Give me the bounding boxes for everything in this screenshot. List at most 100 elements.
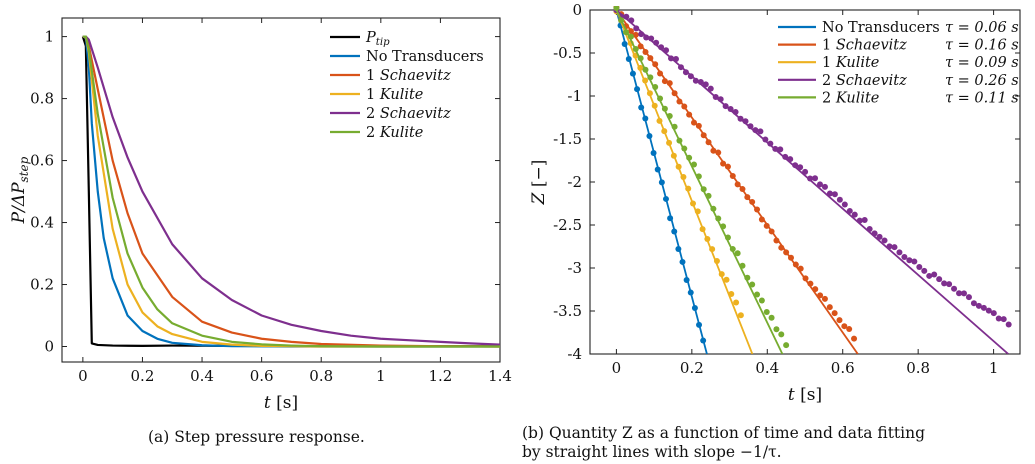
chart-b-data-point [657, 70, 664, 77]
chart-b-xtick-label: 0.2 [680, 359, 704, 377]
chart-b-data-point [836, 196, 843, 203]
chart-b-data-point [700, 132, 707, 139]
chart-b-data-point [709, 246, 716, 253]
chart-b-data-point [653, 39, 660, 46]
chart-b-data-point [739, 186, 746, 193]
chart-b-data-point [846, 326, 853, 333]
chart-b-data-point [691, 304, 698, 311]
chart-b-data-point [666, 139, 673, 146]
chart-b-data-point [757, 128, 764, 135]
chart-b-xtick-label: 0.6 [831, 359, 855, 377]
chart-b-data-point [715, 149, 722, 156]
chart-b-data-point [634, 86, 641, 93]
chart-b-data-point [812, 175, 819, 182]
chart-b-data-point [911, 258, 918, 265]
chart-b-data-point [642, 77, 649, 84]
chart-b-data-point [695, 173, 702, 180]
chart-b-data-point [722, 103, 729, 110]
chart-b-data-point [876, 233, 883, 240]
chart-b-data-point [737, 115, 744, 122]
chart-a-xtick-label: 0.6 [250, 367, 274, 385]
chart-b-data-point [621, 40, 628, 47]
chart-b-data-point [737, 312, 744, 319]
chart-b-data-point [679, 258, 686, 265]
chart-b-data-point [663, 47, 670, 54]
chart-b-data-point [728, 291, 735, 298]
chart-b-data-point [941, 280, 948, 287]
chart-b-data-point [638, 31, 645, 38]
chart-b-data-point [629, 70, 636, 77]
chart-b-data-point [886, 243, 893, 250]
chart-b-data-point [773, 326, 780, 333]
chart-b-data-point [1000, 316, 1007, 323]
chart-b-data-point [739, 262, 746, 269]
chart-a-legend-label: Ptip [365, 30, 390, 48]
chart-b-legend-tau: τ = 0.26 s [945, 73, 1019, 89]
chart-b-xtick-label: 0.8 [906, 359, 930, 377]
chart-a-ytick-label: 0.2 [30, 276, 54, 294]
chart-a-xtick-label: 1.4 [488, 367, 512, 385]
chart-b-ytick-label: -3.5 [553, 302, 582, 320]
chart-a-xtick-label: 0 [78, 367, 88, 385]
chart-b-xlabel: t [s] [788, 385, 822, 405]
chart-a-xlabel: t [s] [264, 393, 298, 413]
chart-b-data-point [871, 230, 878, 237]
chart-b-data-point [807, 175, 814, 182]
chart-b-data-point [773, 237, 780, 244]
chart-b-data-point [802, 275, 809, 282]
chart-a-xtick-label: 0.2 [131, 367, 155, 385]
chart-b-data-point [672, 55, 679, 62]
chart-b-legend-label: 2 Schaevitz [822, 73, 907, 89]
chart-b-data-point [807, 280, 814, 287]
chart-b-data-point [632, 46, 639, 53]
chart-b-data-point [691, 161, 697, 168]
chart-b-data-point [734, 181, 741, 188]
chart-b-data-point [768, 228, 775, 235]
chart-a-ytick-label: 1 [44, 28, 54, 46]
chart-b-data-point [681, 145, 688, 152]
chart-b-data-point [975, 302, 982, 309]
chart-b-data-point [651, 102, 658, 109]
chart-b-data-point [683, 277, 690, 284]
caption-b-line2: by straight lines with slope −1/τ. [522, 443, 782, 461]
chart-b-data-point [699, 226, 706, 233]
chart-b-data-point [648, 35, 655, 42]
chart-b-data-point [710, 147, 717, 154]
chart-b-data-point [783, 249, 790, 256]
chart-b-ytick-label: -2.5 [553, 216, 582, 234]
chart-b-data-point [856, 217, 863, 224]
chart-b-data-point [662, 195, 669, 202]
chart-b-data-point [734, 250, 741, 257]
chart-b-data-point [654, 166, 661, 173]
chart-b-data-point [652, 84, 659, 91]
chart-b-data-point [742, 118, 749, 125]
chart-b-data-point [671, 123, 678, 130]
chart-b-data-point [633, 25, 640, 32]
chart-b-data-point [685, 185, 692, 192]
chart-b-data-point [783, 342, 790, 349]
chart-b-data-point [687, 289, 694, 296]
chart-b-data-point [637, 55, 644, 62]
chart-a-ytick-label: 0.6 [30, 152, 54, 170]
chart-b-data-point [956, 290, 963, 297]
chart-b-data-point [695, 122, 702, 129]
chart-b-plot-frame [589, 9, 1021, 355]
chart-b-data-point [797, 265, 804, 272]
chart-b-data-point [718, 271, 725, 278]
chart-b-data-point [618, 17, 625, 24]
chart-b-data-point [836, 317, 843, 324]
chart-b-data-point [1005, 321, 1012, 328]
chart-b-ytick-label: -1.5 [553, 130, 582, 148]
chart-a-xtick-label: 0.4 [190, 367, 214, 385]
chart-b-data-point [710, 205, 717, 212]
chart-b-data-point [625, 56, 632, 63]
chart-b-data-point [692, 77, 699, 84]
chart-b-data-point [816, 181, 823, 188]
chart-b-data-point [707, 85, 714, 92]
chart-b-data-point [694, 208, 701, 215]
caption-a: (a) Step pressure response. [148, 428, 365, 446]
chart-b-data-point [729, 246, 736, 253]
chart-a-xtick-label: 0.8 [309, 367, 333, 385]
chart-a-legend-label: No Transducers [366, 49, 484, 65]
chart-b-data-point [778, 331, 785, 338]
